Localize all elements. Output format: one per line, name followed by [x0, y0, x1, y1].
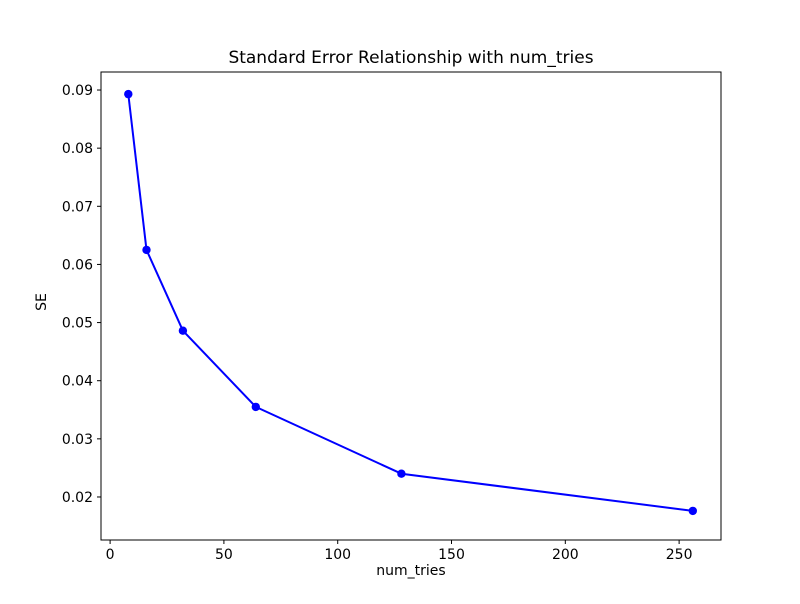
data-line [127, 93, 694, 512]
tick-layer: 0 50 100 150 200 250 0.02 0.03 0.04 0.05 0.06 0.07 0… [62, 83, 693, 563]
data-layer [124, 89, 697, 516]
y-tick-label: 0.08 [62, 141, 93, 157]
data-point [688, 506, 697, 516]
data-point [142, 245, 151, 255]
x-tick-label: 50 [215, 547, 233, 563]
data-point [397, 469, 406, 478]
chart-title: Standard Error Relationship with num_tri… [228, 48, 593, 68]
x-tick-label: 100 [324, 547, 351, 563]
x-tick-label: 250 [666, 547, 693, 563]
y-tick-label: 0.09 [62, 83, 93, 99]
data-point [251, 402, 260, 412]
x-tick-label: 0 [106, 547, 115, 563]
data-point [178, 326, 188, 335]
y-tick-label: 0.02 [62, 490, 93, 506]
y-tick-label: 0.06 [62, 257, 93, 273]
plot-area [100, 71, 722, 541]
x-tick-label: 150 [438, 547, 465, 563]
data-point [124, 89, 133, 99]
y-tick-label: 0.07 [62, 199, 93, 215]
x-axis-label: num_tries [376, 563, 445, 579]
y-tick-label: 0.05 [62, 316, 93, 332]
y-axis-label: SE [34, 293, 50, 311]
y-tick-label: 0.03 [62, 432, 93, 448]
y-tick-label: 0.04 [62, 374, 93, 390]
x-tick-label: 200 [552, 547, 579, 563]
